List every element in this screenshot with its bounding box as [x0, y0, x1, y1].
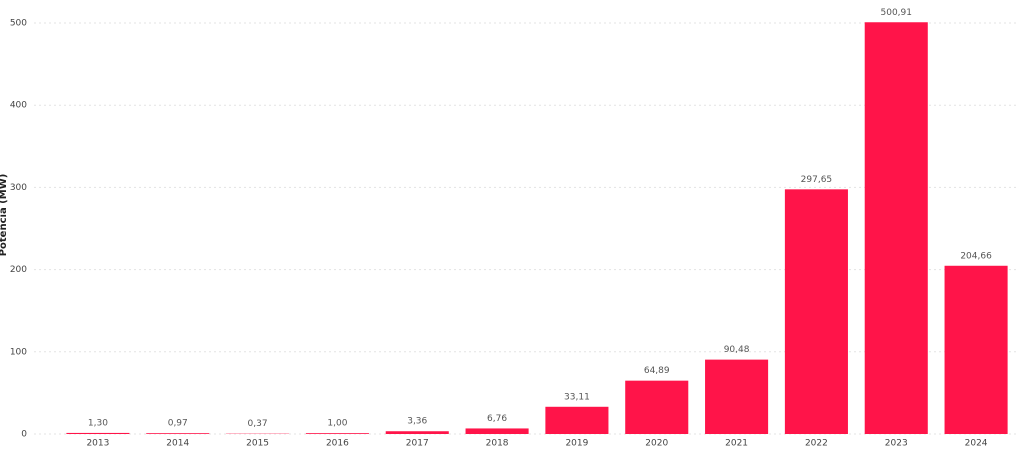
value-label: 0,97 [168, 419, 188, 429]
x-tick-label: 2023 [885, 439, 908, 449]
x-tick-label: 2017 [406, 439, 429, 449]
x-tick-label: 2022 [805, 439, 828, 449]
bar [944, 265, 1008, 434]
bar [66, 432, 130, 434]
bar [625, 380, 689, 434]
y-tick-label: 200 [10, 265, 27, 275]
x-tick-label: 2016 [326, 439, 349, 449]
y-tick-label: 0 [21, 430, 27, 440]
bar [146, 433, 210, 434]
value-label: 90,48 [724, 345, 750, 355]
value-label: 3,36 [407, 417, 427, 427]
value-label: 64,89 [644, 366, 670, 376]
value-label: 33,11 [564, 392, 590, 402]
bar [385, 431, 449, 434]
x-tick-label: 2024 [965, 439, 988, 449]
bar [784, 189, 848, 434]
x-tick-label: 2021 [725, 439, 748, 449]
value-label: 204,66 [960, 251, 992, 261]
bar [864, 22, 928, 434]
x-tick-label: 2015 [246, 439, 269, 449]
y-tick-label: 100 [10, 347, 27, 357]
x-tick-label: 2018 [486, 439, 509, 449]
bar [305, 433, 369, 434]
value-label: 1,00 [327, 419, 347, 429]
bar [465, 428, 529, 434]
x-tick-label: 2020 [645, 439, 668, 449]
bar [545, 406, 609, 434]
x-tick-label: 2014 [166, 439, 189, 449]
bar [705, 359, 769, 434]
x-tick-label: 2013 [86, 439, 109, 449]
value-label: 1,30 [88, 418, 108, 428]
y-tick-label: 400 [10, 101, 27, 111]
value-label: 0,37 [248, 419, 268, 429]
y-tick-label: 300 [10, 183, 27, 193]
value-label: 6,76 [487, 414, 507, 424]
value-label: 500,91 [881, 8, 913, 18]
y-axis-title: Potencia (MW) [0, 174, 9, 257]
y-tick-label: 500 [10, 19, 27, 29]
value-label: 297,65 [801, 175, 833, 185]
x-tick-label: 2019 [565, 439, 588, 449]
